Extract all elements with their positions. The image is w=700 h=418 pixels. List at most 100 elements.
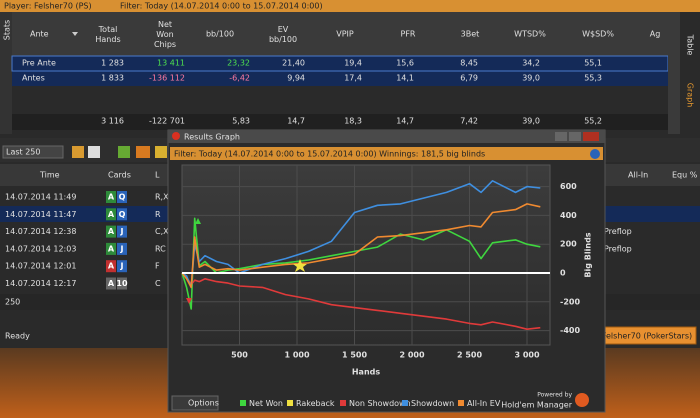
y-tick-label: 600 bbox=[560, 182, 577, 191]
sort-arrow bbox=[72, 32, 78, 36]
card bbox=[106, 277, 116, 290]
column-header: Net Won Chips bbox=[154, 20, 176, 49]
status: Ready bbox=[5, 332, 30, 341]
cell: 55,1 bbox=[584, 59, 602, 68]
graph-filter: Filter: Today (14.07.2014 0:00 to 15.07.… bbox=[174, 150, 485, 159]
column-header: Ante bbox=[30, 30, 49, 39]
card bbox=[106, 260, 116, 273]
range-select[interactable]: Last 250 bbox=[6, 148, 40, 157]
y-axis-label: Big Blinds bbox=[584, 232, 593, 277]
player-button-label: Felsher70 (PokerStars) bbox=[602, 332, 692, 341]
column-header: bb/100 bbox=[206, 30, 234, 39]
column-header: Total Hands bbox=[95, 25, 120, 44]
hand-line: C bbox=[155, 279, 161, 288]
cell: 21,40 bbox=[282, 59, 305, 68]
column-header: 3Bet bbox=[461, 30, 480, 39]
card-rank: 10 bbox=[116, 279, 128, 288]
total-cell: 5,83 bbox=[232, 117, 250, 126]
card-rank: A bbox=[108, 193, 115, 202]
y-tick-label: 400 bbox=[560, 211, 577, 220]
total-cell: 55,2 bbox=[584, 117, 602, 126]
graph-title: Results Graph bbox=[184, 133, 240, 142]
column-header: L bbox=[155, 171, 160, 180]
legend-label: All-In EV bbox=[467, 399, 501, 408]
hand-line: C,X bbox=[155, 227, 169, 236]
hand-time: 14.07.2014 12:01 bbox=[5, 262, 76, 271]
cell: Pre Ante bbox=[22, 59, 56, 68]
x-axis-label: Hands bbox=[352, 368, 381, 377]
graph-tab[interactable]: Graph bbox=[686, 83, 695, 108]
cell: 6,79 bbox=[460, 74, 478, 83]
y-tick-label: 0 bbox=[560, 269, 566, 278]
brand: Hold'em Manager bbox=[501, 401, 572, 410]
card-rank: A bbox=[108, 279, 115, 288]
cell: 15,6 bbox=[396, 59, 414, 68]
options-label: Options bbox=[188, 399, 219, 408]
card-rank: J bbox=[120, 244, 124, 253]
card bbox=[117, 260, 127, 273]
card bbox=[117, 191, 127, 203]
legend-swatch bbox=[458, 400, 464, 406]
powered-by: Powered by bbox=[537, 392, 572, 399]
hand-line: R,X bbox=[155, 193, 169, 202]
card bbox=[117, 242, 127, 255]
card-rank: J bbox=[120, 262, 124, 271]
card-rank: A bbox=[108, 210, 115, 219]
total-cell: 14,7 bbox=[396, 117, 414, 126]
options-button[interactable] bbox=[171, 395, 219, 411]
cell: 9,94 bbox=[287, 74, 305, 83]
hand-count: 250 bbox=[5, 298, 20, 307]
card-rank: A bbox=[108, 227, 115, 236]
card-rank: A bbox=[108, 244, 115, 253]
total-cell: 7,42 bbox=[460, 117, 478, 126]
hand-street: Preflop bbox=[604, 244, 632, 253]
card bbox=[117, 225, 127, 238]
hand-line: RC bbox=[155, 244, 166, 253]
y-tick-label: 200 bbox=[560, 240, 577, 249]
cell: 14,1 bbox=[396, 74, 414, 83]
legend-label: Showdown bbox=[411, 399, 454, 408]
y-tick-label: -200 bbox=[560, 297, 580, 306]
cell: 1 283 bbox=[101, 59, 124, 68]
series-line bbox=[181, 203, 541, 289]
column-header: PFR bbox=[401, 30, 416, 39]
table-tab[interactable]: Table bbox=[686, 34, 695, 56]
column-header: WTSD% bbox=[514, 30, 546, 39]
hand-time: 14.07.2014 11:49 bbox=[5, 193, 76, 202]
card bbox=[106, 191, 116, 203]
x-tick-label: 3 000 bbox=[514, 351, 539, 360]
card bbox=[106, 225, 116, 238]
cell: 39,0 bbox=[522, 74, 540, 83]
column-header: VPIP bbox=[336, 30, 354, 39]
column-header: W$SD% bbox=[582, 30, 614, 39]
cell: 19,4 bbox=[344, 59, 362, 68]
total-cell: 18,3 bbox=[344, 117, 362, 126]
stats-tab[interactable]: Stats bbox=[3, 20, 12, 40]
card-rank: Q bbox=[119, 193, 126, 202]
cell: 1 833 bbox=[101, 74, 124, 83]
cell: 34,2 bbox=[522, 59, 540, 68]
hand-time: 14.07.2014 12:38 bbox=[5, 227, 76, 236]
card bbox=[106, 242, 116, 255]
hand-line: F bbox=[155, 262, 160, 271]
legend-label: Net Won bbox=[249, 399, 283, 408]
cell: 13 411 bbox=[157, 59, 185, 68]
column-header: EV bb/100 bbox=[269, 25, 297, 44]
x-tick-label: 1 500 bbox=[342, 351, 367, 360]
card bbox=[117, 208, 127, 221]
hand-street: Preflop bbox=[604, 227, 632, 236]
hand-line: R bbox=[155, 210, 161, 219]
legend-swatch bbox=[287, 400, 293, 406]
card bbox=[106, 208, 116, 221]
column-header: Cards bbox=[108, 171, 131, 180]
card-rank: J bbox=[120, 227, 124, 236]
x-tick-label: 2 000 bbox=[399, 351, 424, 360]
series-line bbox=[181, 272, 541, 330]
total-cell: 39,0 bbox=[522, 117, 540, 126]
legend-swatch bbox=[402, 400, 408, 406]
cell: 8,45 bbox=[460, 59, 478, 68]
card bbox=[117, 277, 127, 290]
card-rank: A bbox=[108, 262, 115, 271]
cell: -6,42 bbox=[229, 74, 250, 83]
